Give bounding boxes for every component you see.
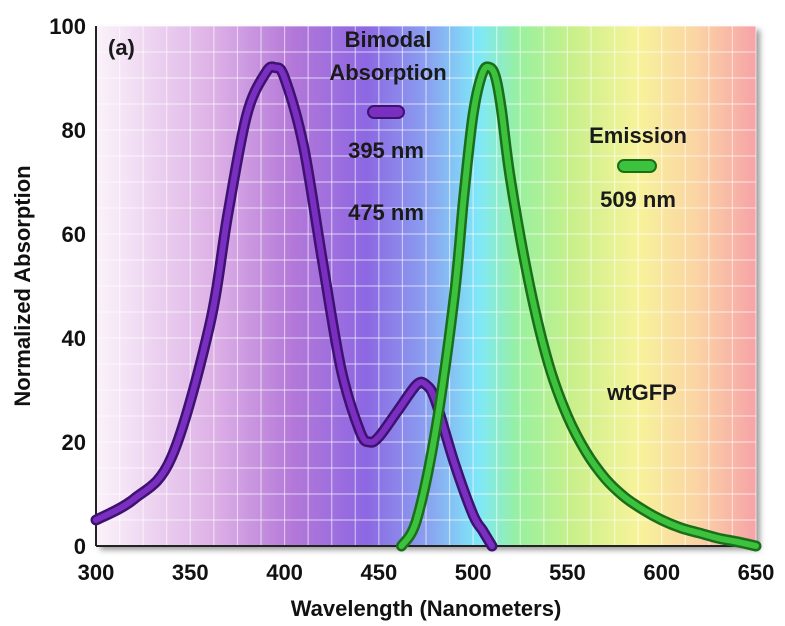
y-tick-label: 80	[62, 118, 86, 143]
absorption-legend-swatch	[367, 105, 405, 119]
absorption-title-line2: Absorption	[329, 60, 446, 85]
y-tick-labels: 0 20 40 60 80 100	[49, 14, 86, 559]
panel-label: (a)	[108, 35, 135, 60]
absorption-title-line1: Bimodal	[345, 27, 432, 52]
emission-peak: 509 nm	[600, 187, 676, 212]
absorption-peak-1: 395 nm	[348, 138, 424, 163]
series-curves	[90, 61, 762, 552]
x-tick-label: 400	[266, 560, 303, 585]
x-tick-label: 300	[78, 560, 115, 585]
x-tick-label: 600	[643, 560, 680, 585]
y-tick-label: 0	[74, 534, 86, 559]
emission-title: Emission	[589, 123, 687, 148]
x-axis-title: Wavelength (Nanometers)	[291, 596, 562, 621]
emission-curve	[398, 63, 759, 549]
y-tick-label: 20	[62, 430, 86, 455]
x-tick-label: 500	[455, 560, 492, 585]
protein-label: wtGFP	[606, 380, 677, 405]
x-tick-label: 350	[172, 560, 209, 585]
y-tick-label: 60	[62, 222, 86, 247]
absorption-peak-2: 475 nm	[348, 200, 424, 225]
y-axis-title: Normalized Absorption	[10, 165, 35, 406]
x-tick-label: 550	[549, 560, 586, 585]
y-tick-label: 40	[62, 326, 86, 351]
x-tick-labels: 300 350 400 450 500 550 600 650	[78, 560, 775, 585]
y-tick-label: 100	[49, 14, 86, 39]
emission-legend-swatch	[617, 159, 657, 173]
x-tick-label: 650	[738, 560, 775, 585]
grid-lines	[95, 25, 757, 547]
x-tick-label: 450	[360, 560, 397, 585]
